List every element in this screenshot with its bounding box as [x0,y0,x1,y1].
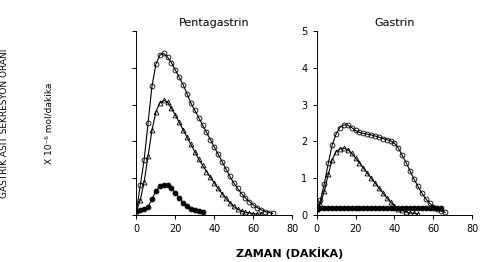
Text: ZAMAN (DAKİKA): ZAMAN (DAKİKA) [236,247,343,259]
Title: Pentagastrin: Pentagastrin [179,18,250,28]
Text: X 10⁻⁶ mol/dakika: X 10⁻⁶ mol/dakika [44,83,53,164]
Text: GASTRİK ASİT SEKRESYON ORANI: GASTRİK ASİT SEKRESYON ORANI [0,48,9,198]
Title: Gastrin: Gastrin [374,18,415,28]
